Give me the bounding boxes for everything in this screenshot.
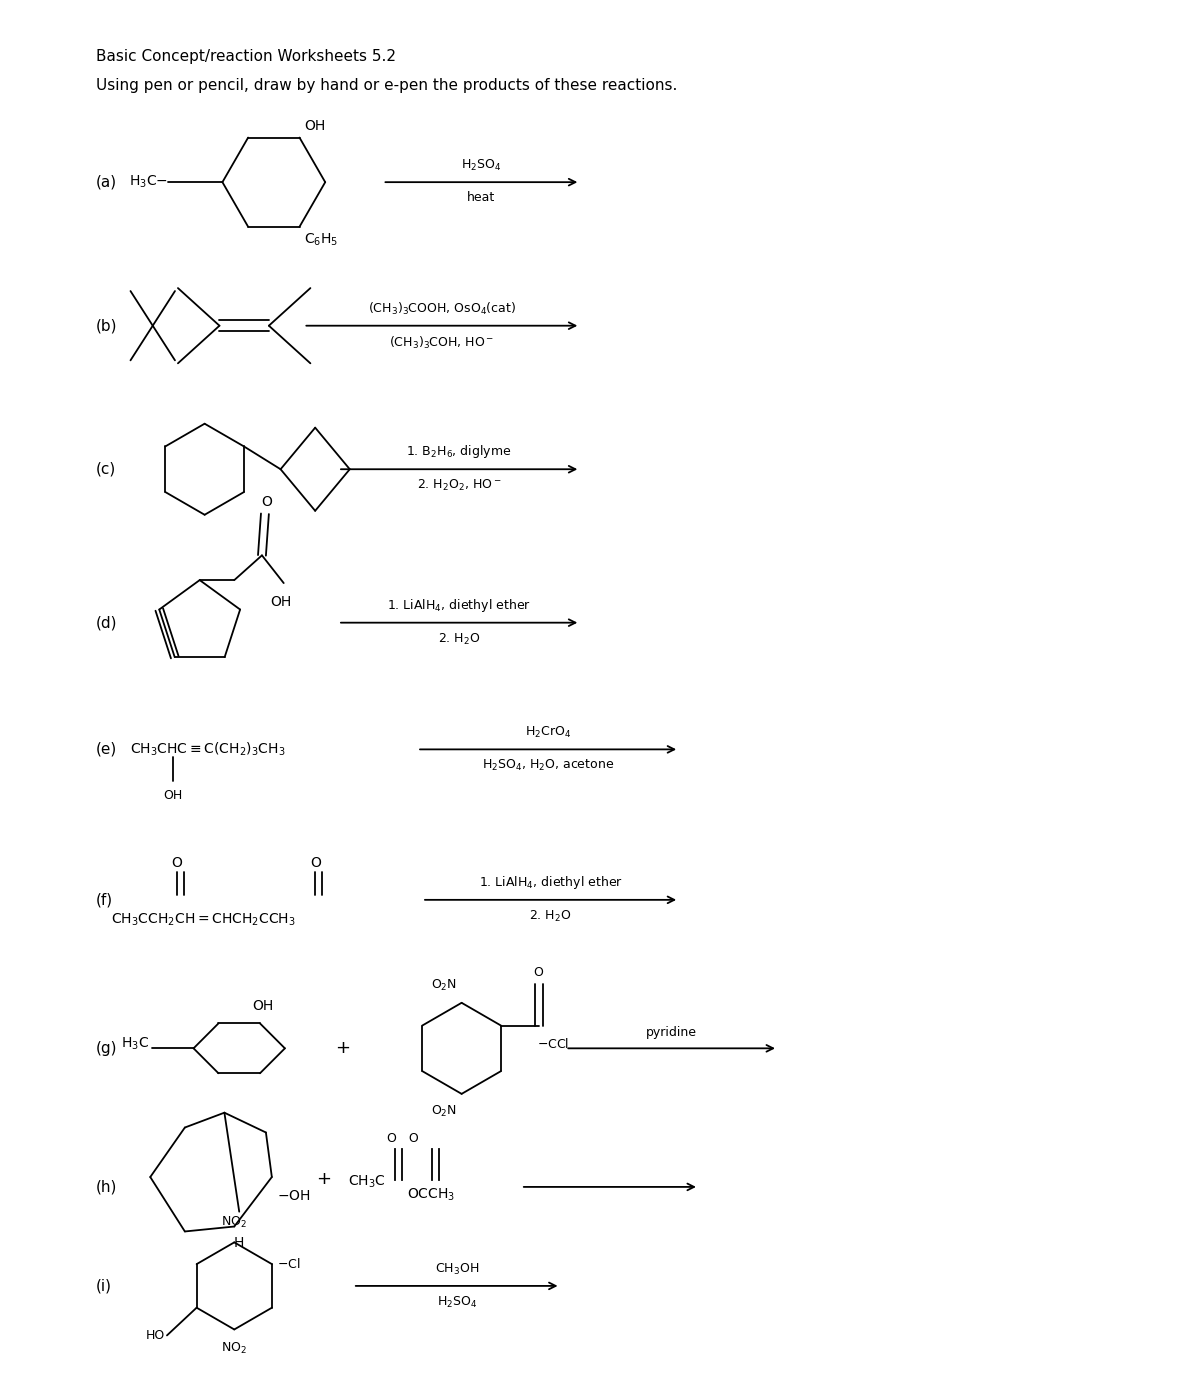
Text: CH$_3$OH: CH$_3$OH xyxy=(434,1261,479,1276)
Text: H$_3$C: H$_3$C xyxy=(121,1036,149,1052)
Text: 1. LiAlH$_4$, diethyl ether: 1. LiAlH$_4$, diethyl ether xyxy=(479,874,623,891)
Text: (e): (e) xyxy=(96,742,118,757)
Text: Using pen or pencil, draw by hand or e-pen the products of these reactions.: Using pen or pencil, draw by hand or e-p… xyxy=(96,78,677,94)
Text: (c): (c) xyxy=(96,461,116,476)
Text: H$_2$SO$_4$: H$_2$SO$_4$ xyxy=(437,1294,476,1310)
Text: (d): (d) xyxy=(96,616,118,631)
Text: NO$_2$: NO$_2$ xyxy=(221,1216,247,1231)
Text: O$_2$N: O$_2$N xyxy=(431,978,457,993)
Text: (CH$_3$)$_3$COOH, OsO$_4$(cat): (CH$_3$)$_3$COOH, OsO$_4$(cat) xyxy=(368,300,516,317)
Text: OH: OH xyxy=(163,789,182,801)
Text: HO: HO xyxy=(145,1329,164,1343)
Text: C$_6$H$_5$: C$_6$H$_5$ xyxy=(305,231,338,248)
Text: (h): (h) xyxy=(96,1180,118,1194)
Text: (b): (b) xyxy=(96,318,118,333)
Text: (a): (a) xyxy=(96,175,118,190)
Text: (i): (i) xyxy=(96,1278,112,1293)
Text: O   O: O O xyxy=(388,1132,419,1146)
Text: 2. H$_2$O$_2$, HO$^-$: 2. H$_2$O$_2$, HO$^-$ xyxy=(416,478,502,493)
Text: $-$CCl: $-$CCl xyxy=(536,1037,569,1052)
Text: pyridine: pyridine xyxy=(646,1026,697,1040)
Text: CH$_3$CCH$_2$CH$=$CHCH$_2$CCH$_3$: CH$_3$CCH$_2$CH$=$CHCH$_2$CCH$_3$ xyxy=(110,912,295,928)
Text: 2. H$_2$O: 2. H$_2$O xyxy=(438,632,480,647)
Text: (f): (f) xyxy=(96,892,113,907)
Text: O$_2$N: O$_2$N xyxy=(431,1104,457,1120)
Text: heat: heat xyxy=(467,191,496,204)
Text: O: O xyxy=(310,856,320,870)
Text: 2. H$_2$O: 2. H$_2$O xyxy=(529,909,572,924)
Text: OCCH$_3$: OCCH$_3$ xyxy=(407,1187,456,1203)
Text: NO$_2$: NO$_2$ xyxy=(221,1341,247,1356)
Text: H: H xyxy=(234,1237,245,1250)
Text: +: + xyxy=(336,1040,350,1058)
Text: +: + xyxy=(316,1170,331,1188)
Text: OH: OH xyxy=(270,595,292,609)
Text: 1. B$_2$H$_6$, diglyme: 1. B$_2$H$_6$, diglyme xyxy=(407,443,512,460)
Text: H$_3$C$-$: H$_3$C$-$ xyxy=(130,174,168,190)
Text: O: O xyxy=(534,967,544,979)
Text: H$_2$SO$_4$: H$_2$SO$_4$ xyxy=(461,158,502,174)
Text: $-$Cl: $-$Cl xyxy=(277,1257,300,1271)
Text: 1. LiAlH$_4$, diethyl ether: 1. LiAlH$_4$, diethyl ether xyxy=(388,596,532,614)
Text: H$_2$SO$_4$, H$_2$O, acetone: H$_2$SO$_4$, H$_2$O, acetone xyxy=(482,759,614,774)
Text: $-$OH: $-$OH xyxy=(277,1188,311,1203)
Text: CH$_3$C: CH$_3$C xyxy=(348,1173,385,1190)
Text: (CH$_3$)$_3$COH, HO$^-$: (CH$_3$)$_3$COH, HO$^-$ xyxy=(389,335,494,351)
Text: O: O xyxy=(172,856,182,870)
Text: H$_2$CrO$_4$: H$_2$CrO$_4$ xyxy=(524,726,571,741)
Text: (g): (g) xyxy=(96,1041,118,1056)
Text: Basic Concept/reaction Worksheets 5.2: Basic Concept/reaction Worksheets 5.2 xyxy=(96,48,396,63)
Text: OH: OH xyxy=(305,118,325,132)
Text: O: O xyxy=(262,494,272,509)
Text: OH: OH xyxy=(252,1000,274,1013)
Text: CH$_3$CHC$\equiv$C(CH$_2$)$_3$CH$_3$: CH$_3$CHC$\equiv$C(CH$_2$)$_3$CH$_3$ xyxy=(131,741,286,759)
